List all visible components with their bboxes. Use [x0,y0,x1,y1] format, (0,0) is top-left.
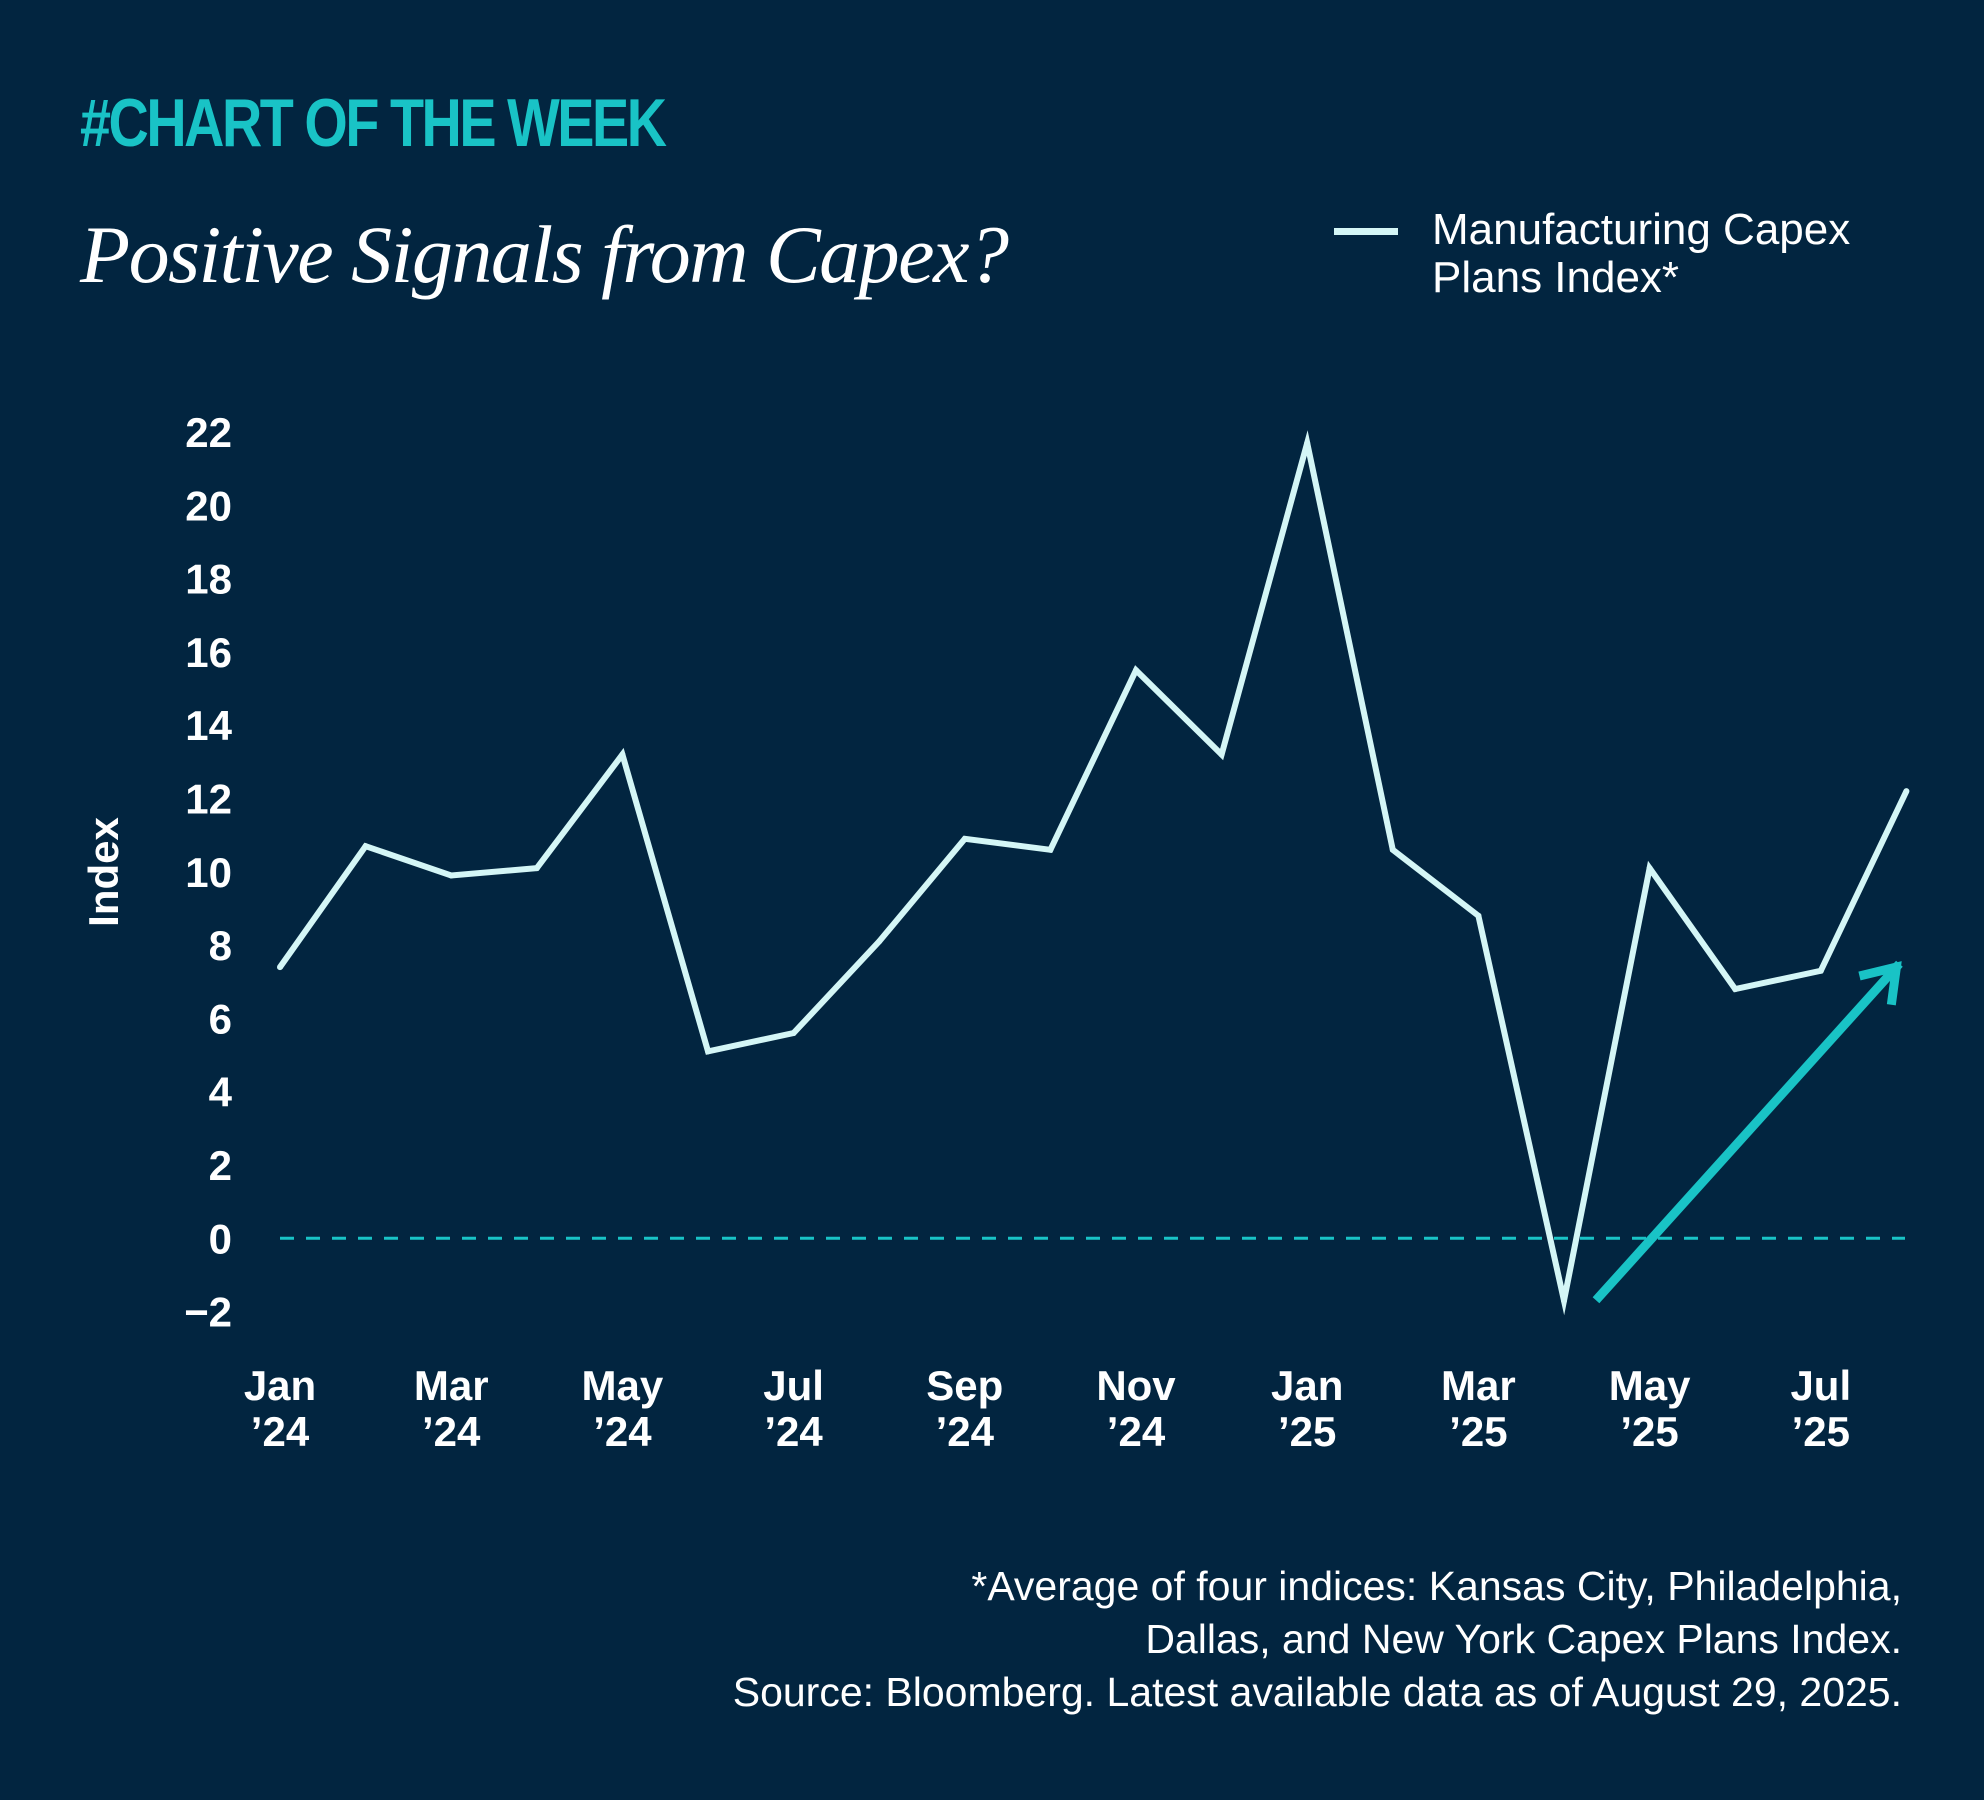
data-point [876,938,883,945]
y-axis-label: Index [80,817,127,927]
x-tick-label: Jul ’24 [763,1362,824,1455]
arrow-head [1858,961,1902,1006]
data-point [1304,439,1311,446]
data-point [1561,1297,1567,1304]
y-axis-ticks: −2 0 2 4 6 8 10 12 14 16 18 20 22 [184,409,233,1336]
legend: Manufacturing Capex Plans Index* [1334,206,1934,306]
y-tick-label: 8 [209,922,232,969]
data-point [705,1048,711,1055]
chart-title: Positive Signals from Capex? [80,209,1009,300]
y-tick-label: 18 [185,556,232,603]
x-tick-label: Mar ’25 [1441,1362,1516,1455]
kicker-hashtag: #CHART OF THE WEEK [80,85,667,161]
y-tick-label: 10 [185,849,232,896]
data-point [1732,986,1739,993]
y-tick-label: 4 [209,1069,233,1116]
data-point [1903,788,1910,795]
x-tick-label: Jul ’25 [1790,1362,1851,1455]
data-point [1389,846,1396,853]
data-point [961,835,968,842]
y-tick-label: 22 [185,409,232,456]
y-tick-label: 20 [185,482,232,529]
data-point [1218,751,1225,758]
x-axis-ticks: Jan ’24 Mar ’24 May ’24 Jul ’24 Sep ’24 Nov ’24 Jan’… [244,1362,1851,1455]
x-tick-label: Nov ’24 [1096,1362,1176,1455]
data-point [1047,846,1054,853]
data-point [362,843,369,850]
x-tick-label: Sep ’24 [926,1362,1003,1455]
data-point [1817,967,1824,974]
footnote-line-2: Dallas, and New York Capex Plans Index. [1145,1616,1902,1662]
y-tick-label: 14 [185,702,232,749]
y-tick-label: 6 [209,995,232,1042]
data-point [533,865,540,872]
trend-arrow [1592,960,1903,1304]
x-tick-label: Jan ’25 [1271,1362,1343,1455]
data-point [448,872,455,879]
y-tick-label: 2 [209,1142,232,1189]
arrow-shaft [1592,960,1903,1304]
x-tick-label: May ’24 [582,1362,664,1455]
x-tick-label: Jan ’24 [244,1362,316,1455]
data-point [277,964,283,971]
data-point [1646,865,1653,872]
x-tick-label: Mar ’24 [414,1362,489,1455]
footnote-line-1: *Average of four indices: Kansas City, P… [971,1563,1902,1609]
legend-label: Manufacturing Capex Plans Index* [1432,205,1851,302]
y-tick-label: 16 [185,629,232,676]
series-line [277,430,1910,1316]
data-point [1133,667,1139,674]
x-tick-label: May ’25 [1609,1362,1691,1455]
y-tick-label: 0 [209,1215,232,1262]
footnote-line-3: Source: Bloomberg. Latest available data… [732,1669,1902,1715]
data-point [790,1030,797,1037]
legend-swatch [1334,228,1398,235]
series-group [277,430,1910,1316]
y-tick-label: −2 [184,1289,232,1336]
y-tick-label: 12 [185,776,232,823]
footnote: *Average of four indices: Kansas City, P… [402,1560,1902,1719]
data-point [1475,912,1482,919]
data-point [619,751,626,758]
